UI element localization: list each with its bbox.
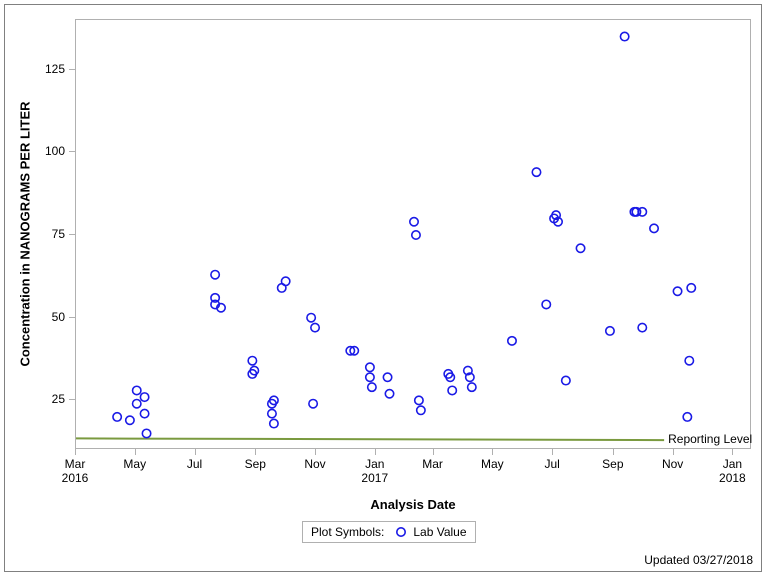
data-point <box>270 419 278 427</box>
x-tick <box>255 449 256 455</box>
data-point <box>383 373 391 381</box>
legend-item-lab-value: Lab Value <box>394 525 466 539</box>
x-tick <box>732 449 733 455</box>
y-tick <box>69 151 75 152</box>
data-point <box>687 284 695 292</box>
y-tick-label: 100 <box>25 144 65 158</box>
data-point <box>140 393 148 401</box>
data-point <box>311 323 319 331</box>
data-point <box>542 300 550 308</box>
reporting-level-label: Reporting Level <box>668 432 752 446</box>
data-point <box>268 409 276 417</box>
x-tick-label: Mar <box>413 457 453 471</box>
y-tick <box>69 234 75 235</box>
data-point <box>638 323 646 331</box>
data-point <box>606 327 614 335</box>
y-tick <box>69 69 75 70</box>
y-tick-label: 25 <box>25 392 65 406</box>
data-point <box>133 386 141 394</box>
x-tick <box>433 449 434 455</box>
data-point <box>113 413 121 421</box>
data-point <box>410 218 418 226</box>
data-point <box>126 416 134 424</box>
x-tick-label: Nov <box>653 457 693 471</box>
y-tick <box>69 317 75 318</box>
data-point <box>385 390 393 398</box>
y-tick-label: 50 <box>25 310 65 324</box>
x-tick-label: Sep <box>593 457 633 471</box>
data-point <box>309 399 317 407</box>
y-tick-label: 125 <box>25 62 65 76</box>
data-point <box>248 356 256 364</box>
data-point <box>211 270 219 278</box>
data-point <box>562 376 570 384</box>
plot-area: Reporting Level <box>75 19 751 449</box>
x-tick-label: Nov <box>295 457 335 471</box>
legend-title: Plot Symbols: <box>311 525 384 539</box>
x-tick <box>552 449 553 455</box>
x-tick <box>75 449 76 455</box>
x-tick <box>613 449 614 455</box>
y-tick-label: 75 <box>25 227 65 241</box>
data-point <box>366 363 374 371</box>
x-tick-label: Mar2016 <box>55 457 95 486</box>
updated-footer: Updated 03/27/2018 <box>644 553 753 567</box>
data-point <box>683 413 691 421</box>
reporting-level-line <box>76 438 664 440</box>
x-tick-label: Sep <box>235 457 275 471</box>
x-tick-label: May <box>472 457 512 471</box>
data-point <box>673 287 681 295</box>
x-axis-title: Analysis Date <box>370 497 455 512</box>
x-tick <box>195 449 196 455</box>
data-point <box>281 277 289 285</box>
data-point <box>415 396 423 404</box>
y-tick <box>69 399 75 400</box>
data-point <box>142 429 150 437</box>
data-point <box>368 383 376 391</box>
x-tick-label: Jul <box>175 457 215 471</box>
x-tick-label: May <box>115 457 155 471</box>
data-point <box>448 386 456 394</box>
x-tick-label: Jul <box>532 457 572 471</box>
x-tick <box>492 449 493 455</box>
chart-frame: Concentration in NANOGRAMS PER LITER Ana… <box>4 4 762 572</box>
data-point <box>133 399 141 407</box>
data-point <box>620 32 628 40</box>
data-point <box>685 356 693 364</box>
x-tick-label: Jan2017 <box>355 457 395 486</box>
data-point <box>650 224 658 232</box>
data-point <box>417 406 425 414</box>
data-point <box>412 231 420 239</box>
data-point <box>532 168 540 176</box>
data-point <box>140 409 148 417</box>
x-tick <box>135 449 136 455</box>
x-tick-label: Jan2018 <box>712 457 752 486</box>
x-tick <box>673 449 674 455</box>
x-tick <box>375 449 376 455</box>
circle-marker-icon <box>394 525 408 539</box>
data-point <box>366 373 374 381</box>
plot-svg <box>76 20 752 450</box>
data-point <box>508 337 516 345</box>
data-point <box>307 313 315 321</box>
legend-series-label: Lab Value <box>413 525 466 539</box>
x-tick <box>315 449 316 455</box>
legend: Plot Symbols: Lab Value <box>302 521 476 543</box>
data-point <box>576 244 584 252</box>
data-point <box>468 383 476 391</box>
